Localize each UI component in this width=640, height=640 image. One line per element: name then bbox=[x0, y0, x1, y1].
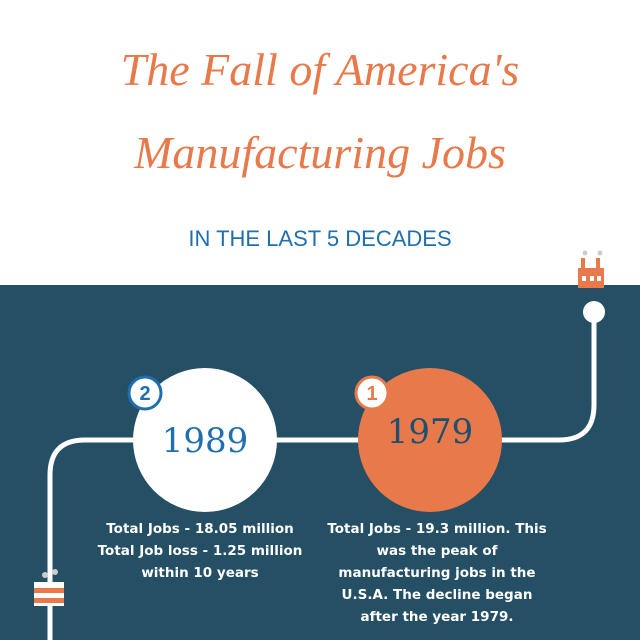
description-line: within 10 years bbox=[141, 565, 258, 581]
subtitle: IN THE LAST 5 DECADES bbox=[188, 226, 451, 251]
year-circle bbox=[358, 368, 502, 512]
title-line: Manufacturing Jobs bbox=[133, 127, 506, 178]
description-line: Total Job loss - 1.25 million bbox=[98, 543, 303, 559]
bottom-background bbox=[0, 285, 640, 640]
badge-number: 1 bbox=[366, 383, 377, 405]
description-line: Total Jobs - 18.05 million bbox=[106, 521, 293, 537]
description-line: U.S.A. The decline began bbox=[342, 587, 533, 603]
year: 1989 bbox=[162, 421, 249, 461]
timeline-start bbox=[583, 301, 605, 323]
timeline-path bbox=[47, 312, 597, 640]
factory-icon bbox=[578, 250, 604, 288]
factory-icon bbox=[34, 569, 64, 606]
top-background bbox=[0, 0, 640, 285]
year: 1979 bbox=[387, 412, 474, 452]
badge bbox=[127, 375, 163, 411]
title-line: The Fall of America's bbox=[121, 44, 520, 95]
description-line: manufacturing jobs in the bbox=[338, 565, 535, 581]
badge-number: 2 bbox=[139, 383, 150, 405]
description-line: was the peak of bbox=[377, 543, 498, 559]
year-circle bbox=[133, 368, 277, 512]
description-line: Total Jobs - 19.3 million. This bbox=[327, 521, 546, 537]
badge bbox=[354, 375, 390, 411]
description-line: after the year 1979. bbox=[361, 609, 514, 625]
